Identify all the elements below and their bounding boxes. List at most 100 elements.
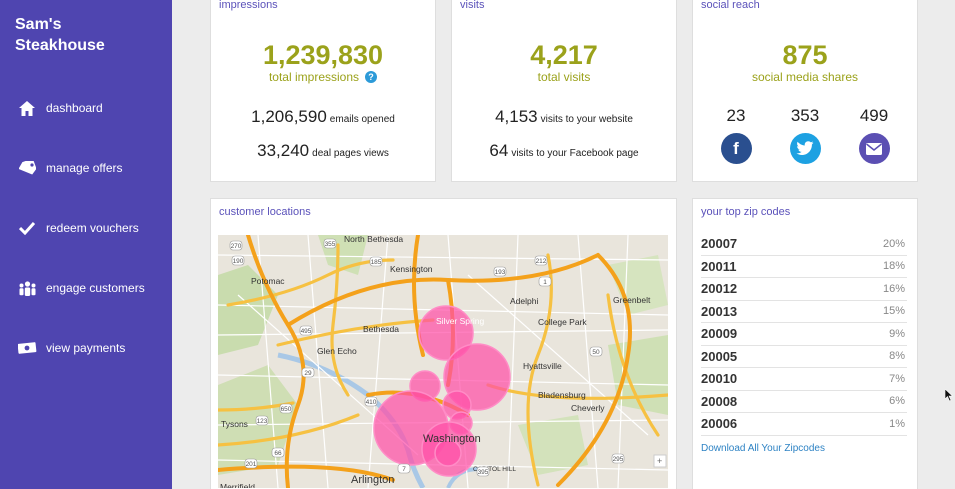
nav-label: manage offers xyxy=(46,161,123,175)
zip-percent: 6% xyxy=(889,395,905,408)
road-shield-label: 410 xyxy=(366,399,377,406)
zip-percent: 18% xyxy=(882,260,905,273)
road-shield: 201 xyxy=(244,458,258,469)
email-share-stat: 499 xyxy=(849,106,899,164)
road-shield-label: 193 xyxy=(495,269,506,276)
nav-label: view payments xyxy=(46,341,126,355)
road-shield: 295 xyxy=(611,453,625,464)
road-shield-label: 395 xyxy=(478,469,489,476)
road-shield-label: 212 xyxy=(536,258,547,265)
zip-row: 20009 9% xyxy=(701,323,907,346)
nav-item-dashboard[interactable]: dashboard xyxy=(0,88,172,128)
road-shield-label: 66 xyxy=(274,450,282,457)
download-zipcodes-link[interactable]: Download All Your Zipcodes xyxy=(701,443,825,454)
road-shield-label: 495 xyxy=(301,328,312,335)
deal-pages-label: deal pages views xyxy=(312,148,389,159)
facebook-icon[interactable]: f xyxy=(720,133,752,164)
road-shield-label: 201 xyxy=(246,461,257,468)
nav-item-engage-customers[interactable]: engage customers xyxy=(0,268,172,308)
zip-row: 20013 15% xyxy=(701,301,907,323)
help-icon[interactable]: ? xyxy=(365,71,378,83)
nav-item-redeem-vouchers[interactable]: redeem vouchers xyxy=(0,208,172,248)
nav-label: redeem vouchers xyxy=(46,221,139,235)
nav-item-view-payments[interactable]: view payments xyxy=(0,328,172,368)
email-share-count: 499 xyxy=(859,106,889,125)
zip-code: 20008 xyxy=(701,393,738,409)
social-reach-title: social reach xyxy=(701,0,760,11)
map-place-label: Glen Echo xyxy=(317,346,357,356)
home-icon xyxy=(17,98,37,118)
sidebar: Sam's Steakhouse dashboard manage offers… xyxy=(0,0,172,489)
map-place-label: Hyattsville xyxy=(523,361,562,371)
twitter-share-count: 353 xyxy=(790,106,820,125)
zip-row: 20011 18% xyxy=(701,256,907,278)
zip-row: 20007 20% xyxy=(701,233,907,256)
zip-code: 20013 xyxy=(701,303,738,319)
road-shield: 185 xyxy=(369,256,383,267)
road-shield: 355 xyxy=(323,238,337,249)
zip-percent: 9% xyxy=(889,327,905,340)
zip-row: 20008 6% xyxy=(701,391,907,413)
road-shield-label: 270 xyxy=(231,243,242,250)
zip-code: 20011 xyxy=(701,258,737,274)
map-place-label: Greenbelt xyxy=(613,295,651,305)
map-place-label: Washington xyxy=(423,433,481,445)
road-shield: 650 xyxy=(279,403,293,414)
tag-icon xyxy=(17,158,37,178)
road-shield: 29 xyxy=(301,367,315,378)
svg-text:+: + xyxy=(657,456,662,466)
road-shield-label: 190 xyxy=(233,258,244,265)
zip-percent: 7% xyxy=(889,372,905,385)
road-shield-label: 650 xyxy=(281,406,292,413)
map-place-label: Bethesda xyxy=(363,324,399,334)
social-reach-card: social reach 875 social media shares 23 … xyxy=(692,0,918,182)
zip-code: 20006 xyxy=(701,416,738,432)
people-icon xyxy=(17,278,37,298)
visits-total-label: total visits xyxy=(537,70,591,84)
map-place-label: Tysons xyxy=(221,419,248,429)
social-total: 875 xyxy=(782,40,828,70)
road-shield-label: 29 xyxy=(304,370,312,377)
map-place-label: College Park xyxy=(538,317,587,327)
impressions-total-label: total impressions? xyxy=(211,70,435,84)
road-shield: 495 xyxy=(299,325,313,336)
map-place-label: Merrifield xyxy=(220,482,255,488)
road-shield-label: 7 xyxy=(402,466,406,473)
zip-code: 20010 xyxy=(701,371,738,387)
visits-title: visits xyxy=(460,0,485,11)
zip-code: 20007 xyxy=(701,236,738,252)
facebook-share-stat: 23 f xyxy=(711,106,761,164)
website-visits-value: 4,153 xyxy=(495,107,538,126)
deal-pages-stat: 33,240 deal pages views xyxy=(211,141,435,161)
nav-item-manage-offers[interactable]: manage offers xyxy=(0,148,172,188)
road-shield: 1 xyxy=(538,276,552,287)
twitter-share-stat: 353 xyxy=(780,106,830,164)
nav-label: dashboard xyxy=(46,101,103,115)
website-visits-stat: 4,153 visits to your website xyxy=(452,107,676,127)
twitter-icon[interactable] xyxy=(789,133,821,164)
zip-percent: 1% xyxy=(889,417,905,430)
customer-locations-map[interactable]: North Bethesda Kensington Potomac Bethes… xyxy=(218,235,668,488)
zip-percent: 15% xyxy=(882,305,905,318)
zip-row: 20010 7% xyxy=(701,368,907,391)
map-place-label: Adelphi xyxy=(510,296,538,306)
road-shield-label: 355 xyxy=(325,241,336,248)
road-shield-label: 1 xyxy=(543,279,547,286)
road-shield: 50 xyxy=(589,346,603,357)
emails-opened-value: 1,206,590 xyxy=(251,107,327,126)
road-shield: 7 xyxy=(397,463,411,474)
total-impressions-label: total impressions xyxy=(268,70,360,84)
facebook-visits-stat: 64 visits to your Facebook page xyxy=(452,141,676,161)
road-shield: 212 xyxy=(534,255,548,266)
zip-percent: 20% xyxy=(882,237,905,250)
road-shield: 270 xyxy=(229,240,243,251)
zip-codes-card: your top zip codes 20007 20% 20011 18% 20012… xyxy=(692,198,918,489)
email-icon[interactable] xyxy=(858,133,890,164)
social-total-label: social media shares xyxy=(751,70,859,84)
checkmark-icon xyxy=(17,218,37,238)
facebook-share-count: 23 xyxy=(726,106,746,125)
website-visits-label: visits to your website xyxy=(540,114,633,125)
zip-percent: 8% xyxy=(889,350,905,363)
zip-code: 20009 xyxy=(701,326,738,342)
map-canvas[interactable]: North Bethesda Kensington Potomac Bethes… xyxy=(218,235,668,488)
